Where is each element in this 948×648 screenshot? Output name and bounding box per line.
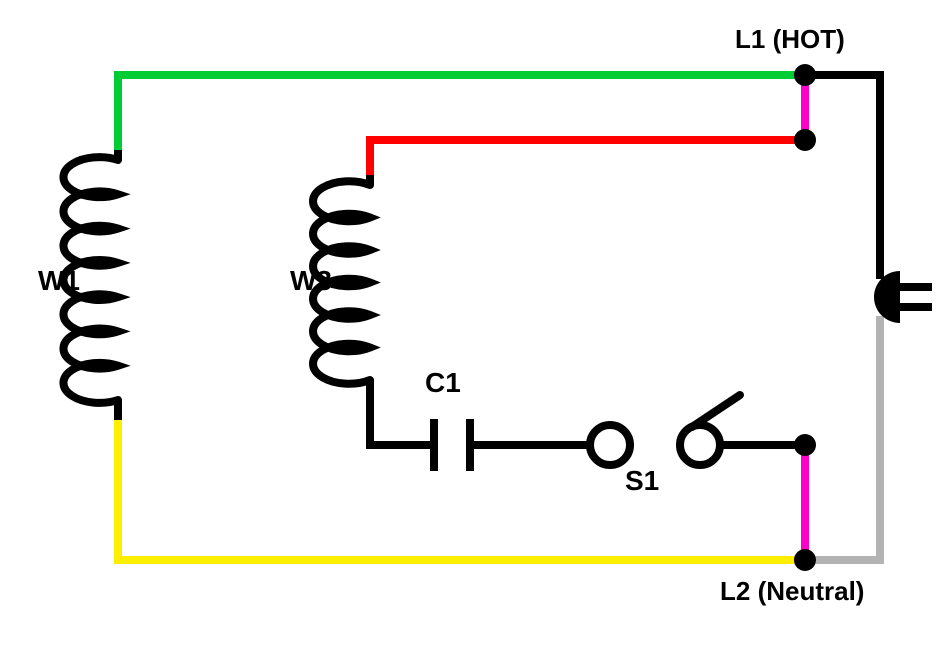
node-red_tap	[794, 129, 816, 151]
sw-terminal-right	[680, 425, 720, 465]
wire-grey	[820, 320, 880, 560]
sw-arm	[692, 395, 740, 427]
labels.L1.text: L1 (HOT)	[735, 24, 845, 54]
wire-black-hot	[805, 75, 880, 275]
node-L2_bot	[794, 549, 816, 571]
circuit-diagram: W1 W3 C1 S1 L1 (HOT) L2 (Neutral)	[0, 0, 948, 648]
node-L1_top	[794, 64, 816, 86]
wire-red	[370, 140, 805, 175]
labels.C1.text: C1	[425, 367, 461, 398]
node-S1_right	[794, 434, 816, 456]
labels.L2.text: L2 (Neutral)	[720, 576, 864, 606]
labels.W1.text: W1	[38, 265, 80, 296]
labels.S1.text: S1	[625, 465, 659, 496]
sw-terminal-left	[590, 425, 630, 465]
labels.W3.text: W3	[290, 265, 332, 296]
